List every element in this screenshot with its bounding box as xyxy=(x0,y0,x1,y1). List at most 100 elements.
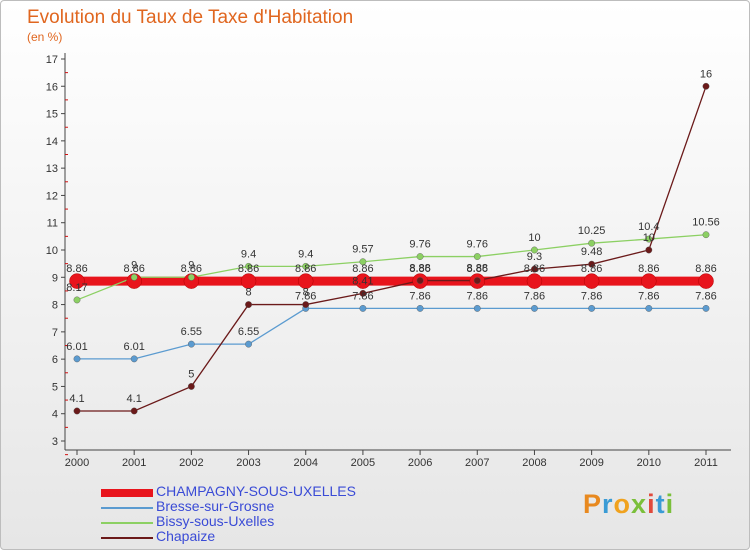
data-label-0-2: 8.86 xyxy=(181,263,202,275)
data-label-1-1: 6.01 xyxy=(123,341,144,353)
logo-letter: x xyxy=(631,489,648,519)
data-point-0-11 xyxy=(698,273,714,289)
data-point-2-1 xyxy=(130,273,138,281)
y-tick-label: 4 xyxy=(52,409,58,421)
data-point-1-6 xyxy=(416,304,424,312)
data-label-1-11: 7.86 xyxy=(695,290,716,302)
x-tick-label: 2007 xyxy=(465,457,489,469)
data-point-1-5 xyxy=(359,304,367,312)
data-label-0-3: 8.86 xyxy=(238,263,259,275)
data-label-1-7: 7.86 xyxy=(467,290,488,302)
data-point-2-3 xyxy=(245,262,252,270)
data-point-2-2 xyxy=(187,273,195,281)
data-point-1-10 xyxy=(645,304,653,312)
x-tick-label: 2002 xyxy=(179,457,203,469)
data-point-3-3 xyxy=(245,301,252,308)
series-lines xyxy=(76,86,707,412)
data-point-2-9 xyxy=(588,239,596,247)
series-line-1 xyxy=(77,307,706,360)
legend-label-2: Bissy-sous-Uxelles xyxy=(156,513,275,529)
data-point-1-3 xyxy=(245,340,252,348)
legend-swatch-0 xyxy=(101,489,153,497)
proxiti-logo: Proxiti xyxy=(583,489,674,520)
x-tick-label: 2003 xyxy=(236,457,260,469)
data-point-3-8 xyxy=(531,265,538,273)
axes: 3 4 5 6 7 8 9 10 11 12 13 14 15 16 17 2000 2001 2002 2003 2… xyxy=(46,53,731,469)
data-label-2-5: 9.57 xyxy=(352,244,373,256)
y-tick-label: 17 xyxy=(46,54,58,66)
data-label-3-8: 9.3 xyxy=(527,251,542,263)
data-label-1-10: 7.86 xyxy=(638,290,659,302)
data-label-3-4: 8 xyxy=(303,287,309,299)
data-label-1-6: 7.86 xyxy=(409,290,430,302)
data-point-0-3 xyxy=(240,273,257,289)
data-point-2-4 xyxy=(302,262,310,270)
data-label-3-1: 4.1 xyxy=(127,393,142,405)
y-tick-label: 13 xyxy=(46,163,58,175)
logo-letter: i xyxy=(665,489,675,519)
x-tick-label: 2011 xyxy=(694,457,718,469)
series-line-3 xyxy=(77,86,707,412)
data-label-3-3: 8 xyxy=(245,287,251,299)
data-label-1-2: 6.55 xyxy=(181,326,202,338)
chart-title: Evolution du Taux de Taxe d'Habitation xyxy=(27,7,354,28)
data-label-3-9: 9.48 xyxy=(581,246,602,258)
x-tick-label: 2010 xyxy=(637,457,661,469)
data-label-1-0: 6.01 xyxy=(66,341,87,353)
legend-swatch-1 xyxy=(101,507,153,509)
data-point-3-1 xyxy=(130,407,138,415)
data-label-2-2: 9 xyxy=(188,259,194,271)
data-point-3-0 xyxy=(73,407,81,415)
data-label-3-0: 4.1 xyxy=(69,393,84,405)
series-points xyxy=(69,82,714,415)
data-point-1-2 xyxy=(187,340,195,348)
data-label-2-6: 9.76 xyxy=(409,239,430,251)
data-label-3-6: 8.88 xyxy=(409,263,430,275)
y-tick-label: 12 xyxy=(46,190,58,202)
data-point-3-7 xyxy=(473,277,481,284)
data-label-0-10: 8.86 xyxy=(638,263,659,275)
data-point-2-8 xyxy=(531,246,538,254)
y-tick-label: 9 xyxy=(52,272,58,284)
data-label-3-11: 16 xyxy=(700,68,712,80)
data-label-3-10: 10 xyxy=(643,232,655,244)
y-tick-label: 5 xyxy=(52,381,58,393)
y-tick-label: 3 xyxy=(52,436,58,448)
data-point-3-11 xyxy=(702,82,710,90)
data-point-0-2 xyxy=(183,273,200,289)
data-point-1-7 xyxy=(473,304,481,312)
x-tick-label: 2000 xyxy=(65,457,89,469)
series-line-2 xyxy=(76,234,707,301)
data-point-0-4 xyxy=(297,273,314,289)
data-label-2-1: 9 xyxy=(131,259,137,271)
legend-swatch-2 xyxy=(101,522,153,524)
data-label-0-5: 8.86 xyxy=(352,263,373,275)
data-point-1-8 xyxy=(531,304,538,312)
x-tick-label: 2001 xyxy=(122,457,146,469)
data-point-2-5 xyxy=(359,258,367,266)
data-label-2-0: 8.17 xyxy=(66,282,87,294)
y-tick-label: 10 xyxy=(46,245,58,257)
data-point-2-0 xyxy=(73,296,81,304)
y-tick-label: 8 xyxy=(52,300,58,312)
x-tick-label: 2008 xyxy=(522,457,546,469)
legend-label-0: CHAMPAGNY-SOUS-UXELLES xyxy=(156,483,356,499)
data-point-1-0 xyxy=(73,355,81,363)
data-label-1-8: 7.86 xyxy=(524,290,545,302)
data-label-1-4: 7.86 xyxy=(295,290,316,302)
data-point-2-10 xyxy=(645,235,653,243)
data-point-1-11 xyxy=(702,304,710,312)
data-point-0-8 xyxy=(526,273,543,289)
data-label-2-10: 10.4 xyxy=(638,221,659,233)
data-point-2-6 xyxy=(416,253,424,260)
y-tick-label: 11 xyxy=(47,218,58,230)
data-label-0-9: 8.86 xyxy=(581,263,602,275)
data-point-3-10 xyxy=(645,246,653,254)
logo-letter: P xyxy=(583,489,603,519)
data-label-0-0: 8.86 xyxy=(66,263,87,275)
chart-unit: (en %) xyxy=(27,30,63,44)
data-point-3-2 xyxy=(187,383,195,390)
legend-label-3: Chapaize xyxy=(156,528,216,544)
data-point-0-0 xyxy=(69,273,85,289)
